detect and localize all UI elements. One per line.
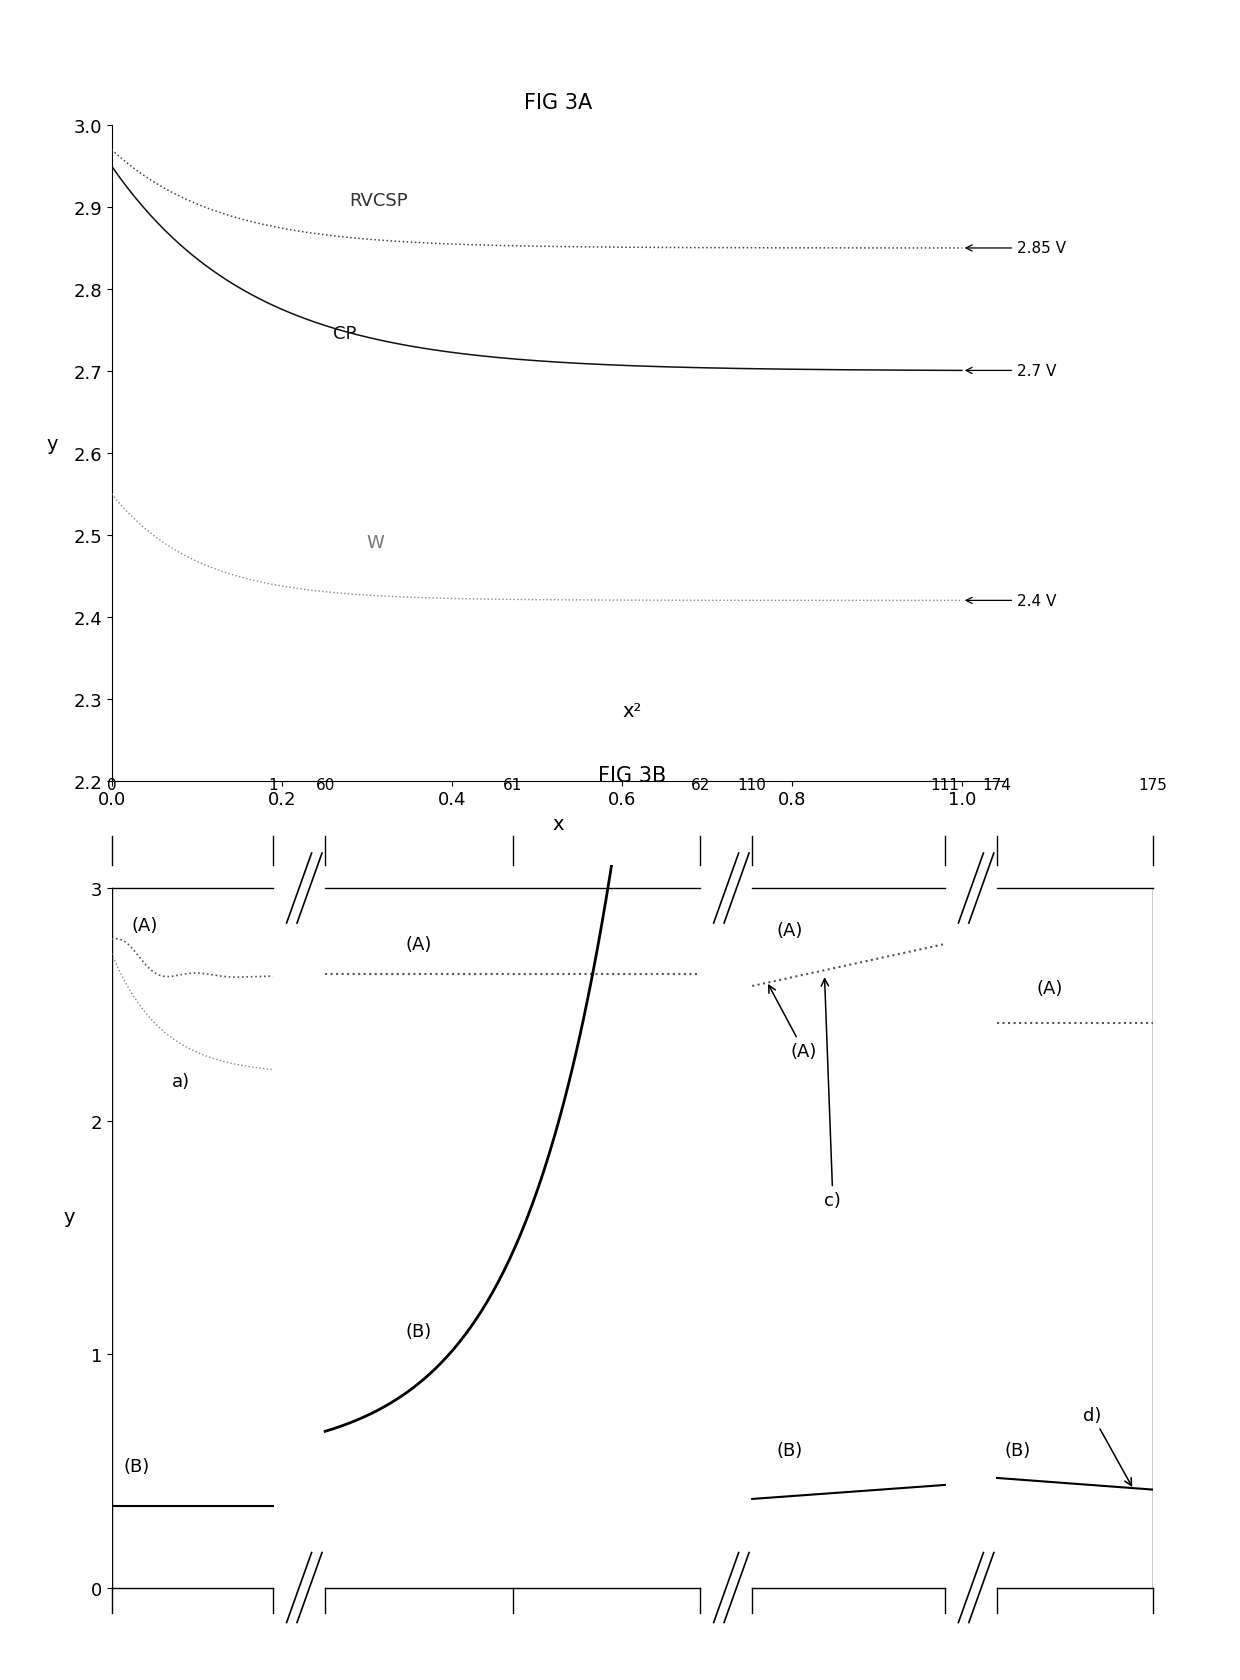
Text: (B): (B) xyxy=(776,1441,802,1458)
Text: 2.7 V: 2.7 V xyxy=(966,363,1056,378)
Text: d): d) xyxy=(1083,1406,1131,1485)
Text: 111: 111 xyxy=(930,778,960,793)
Title: FIG 3B: FIG 3B xyxy=(598,766,667,786)
Text: 174: 174 xyxy=(982,778,1012,793)
Text: 110: 110 xyxy=(738,778,766,793)
Text: (A): (A) xyxy=(769,986,817,1060)
Text: c): c) xyxy=(821,979,841,1210)
Text: 60: 60 xyxy=(315,778,335,793)
Text: 175: 175 xyxy=(1138,778,1168,793)
Y-axis label: y: y xyxy=(47,435,58,454)
Text: 0: 0 xyxy=(107,778,117,793)
Text: 62: 62 xyxy=(691,778,709,793)
Title: FIG 3A: FIG 3A xyxy=(523,94,593,113)
Text: (B): (B) xyxy=(405,1322,432,1341)
Text: (A): (A) xyxy=(405,936,432,953)
Text: 1: 1 xyxy=(268,778,278,793)
Text: a): a) xyxy=(172,1072,190,1090)
Text: x²: x² xyxy=(622,702,642,721)
Text: W: W xyxy=(367,534,384,553)
Y-axis label: y: y xyxy=(63,1208,76,1226)
Text: (A): (A) xyxy=(776,921,802,939)
Text: 2.4 V: 2.4 V xyxy=(966,593,1056,608)
X-axis label: x: x xyxy=(552,815,564,833)
Text: CP: CP xyxy=(332,324,356,343)
Text: (A): (A) xyxy=(131,917,159,934)
Text: RVCSP: RVCSP xyxy=(350,192,408,210)
Text: 2.85 V: 2.85 V xyxy=(966,242,1066,257)
Text: (B): (B) xyxy=(1004,1441,1030,1458)
Text: (A): (A) xyxy=(1035,979,1063,998)
Text: (B): (B) xyxy=(124,1457,150,1475)
Text: 61: 61 xyxy=(503,778,522,793)
